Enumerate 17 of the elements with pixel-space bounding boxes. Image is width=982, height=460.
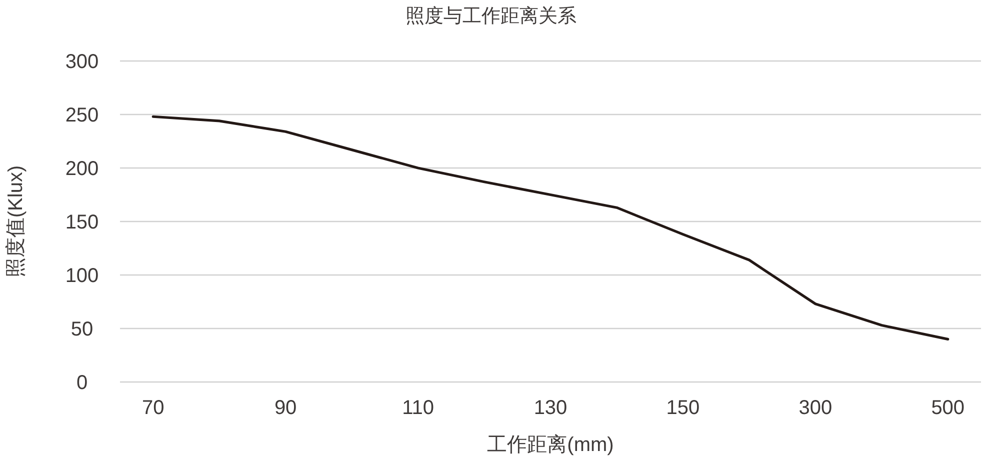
y-tick-label: 150 [65, 212, 99, 234]
y-tick-label: 250 [65, 104, 99, 126]
x-axis-title: 工作距离(mm) [487, 434, 614, 456]
y-tick-label: 0 [76, 372, 88, 394]
y-tick-label: 200 [65, 158, 99, 180]
title: 照度与工作距离关系 [406, 6, 576, 27]
x-tick-label: 70 [142, 397, 164, 419]
x-tick-label: 110 [402, 397, 434, 419]
x-tick-label: 90 [274, 397, 297, 419]
x-tick-label: 150 [666, 397, 700, 419]
y-tick-label: 100 [65, 265, 99, 287]
y-tick-label: 50 [70, 318, 94, 340]
y-tick-label: 300 [65, 51, 99, 73]
x-tick-label: 500 [931, 397, 965, 419]
x-tick-label: 300 [798, 397, 832, 419]
y-axis-title: 照度值(Klux) [5, 165, 27, 278]
x-tick-label: 130 [534, 397, 568, 419]
